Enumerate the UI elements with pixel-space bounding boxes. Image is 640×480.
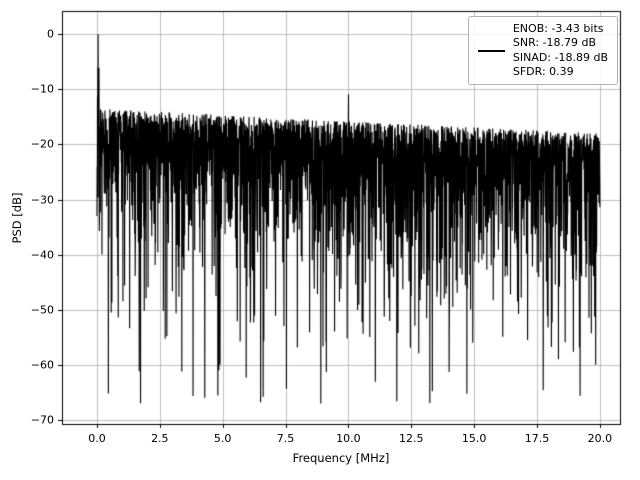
y-tick-label: −40 bbox=[30, 248, 54, 262]
y-tick-label: −50 bbox=[30, 303, 54, 317]
x-tick-label: 7.5 bbox=[276, 432, 295, 445]
legend: ENOB: -3.43 bits SNR: -18.79 dB SINAD: -18… bbox=[467, 16, 618, 86]
legend-entries: ENOB: -3.43 bits SNR: -18.79 dB SINAD: -18… bbox=[513, 22, 608, 79]
x-tick-label: 20.0 bbox=[587, 432, 613, 445]
x-axis-label: Frequency [MHz] bbox=[292, 451, 390, 465]
y-tick-label: −60 bbox=[30, 358, 54, 372]
y-tick-label: 0 bbox=[47, 27, 54, 41]
legend-entry: SNR: -18.79 dB bbox=[512, 36, 597, 50]
y-axis-label: PSD [dB] bbox=[10, 192, 24, 243]
legend-entry: ENOB: -3.43 bits bbox=[512, 22, 604, 35]
y-tick-label: −10 bbox=[30, 82, 54, 96]
legend-entry: SFDR: 0.39 bbox=[512, 64, 574, 78]
x-tick-label: 0.0 bbox=[88, 432, 106, 445]
x-tick-label: 12.5 bbox=[399, 432, 424, 445]
y-tick-label: −70 bbox=[30, 413, 54, 427]
x-tick-label: 15.0 bbox=[461, 432, 487, 445]
legend-line-sample-icon bbox=[477, 49, 505, 52]
x-tick-label: 17.5 bbox=[524, 432, 550, 445]
x-tick-label: 5.0 bbox=[213, 432, 232, 445]
x-tick-label: 2.5 bbox=[151, 432, 169, 445]
legend-entry: SINAD: -18.89 dB bbox=[512, 50, 608, 64]
y-tick-label: −20 bbox=[30, 137, 54, 151]
y-tick-label: −30 bbox=[30, 193, 54, 207]
x-tick-label: 10.0 bbox=[336, 432, 361, 445]
